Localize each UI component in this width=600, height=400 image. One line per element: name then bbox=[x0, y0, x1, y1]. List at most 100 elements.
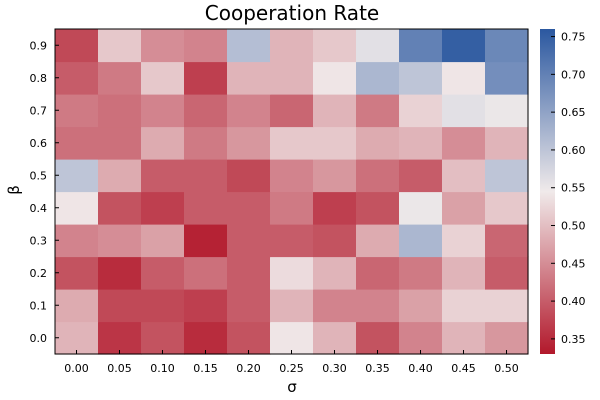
heatmap-cell bbox=[313, 191, 357, 225]
heatmap-cell bbox=[356, 29, 400, 63]
y-tick-label: 0.1 bbox=[30, 299, 48, 312]
y-tick-label: 0.4 bbox=[30, 202, 48, 215]
heatmap-cell bbox=[313, 29, 357, 63]
chart-title: Cooperation Rate bbox=[205, 1, 379, 25]
heatmap-cell bbox=[270, 321, 314, 355]
y-tick-label: 0.5 bbox=[30, 169, 48, 182]
colorbar-tick-label: 0.35 bbox=[561, 333, 586, 346]
heatmap-cell bbox=[313, 289, 357, 323]
heatmap-cell bbox=[442, 94, 486, 128]
heatmap-cell bbox=[399, 321, 443, 355]
heatmap-cell bbox=[55, 191, 99, 225]
heatmap-cell bbox=[55, 159, 99, 193]
heatmap-cell bbox=[227, 256, 271, 290]
heatmap-cell bbox=[141, 289, 185, 323]
heatmap-cell bbox=[313, 321, 357, 355]
heatmap-cell bbox=[399, 61, 443, 95]
heatmap-cell bbox=[98, 61, 142, 95]
colorbar-tick-label: 0.50 bbox=[561, 220, 586, 233]
heatmap-cell bbox=[313, 94, 357, 128]
heatmap-cell bbox=[270, 29, 314, 63]
heatmap-cell bbox=[184, 289, 228, 323]
x-tick-label: 0.10 bbox=[150, 362, 175, 375]
heatmap-cell bbox=[141, 29, 185, 63]
heatmap-cell bbox=[485, 224, 529, 258]
heatmap-cell bbox=[98, 29, 142, 63]
heatmap-cell bbox=[227, 126, 271, 160]
heatmap-cell bbox=[313, 224, 357, 258]
colorbar-tick-label: 0.55 bbox=[561, 182, 586, 195]
heatmap-cell bbox=[98, 256, 142, 290]
heatmap-cell bbox=[55, 61, 99, 95]
x-axis: 0.00 0.05 0.10 0.15 0.20 0.25 0.30 0.35 0.40 0.45… bbox=[64, 350, 519, 375]
heatmap-cell bbox=[313, 256, 357, 290]
colorbar-tick-label: 0.75 bbox=[561, 31, 586, 44]
heatmap-cell bbox=[141, 321, 185, 355]
y-axis-label: β bbox=[5, 185, 23, 195]
heatmap-cell bbox=[442, 61, 486, 95]
x-tick-label: 0.15 bbox=[193, 362, 218, 375]
heatmap-cell bbox=[141, 224, 185, 258]
y-tick-label: 0.0 bbox=[30, 332, 48, 345]
x-tick-label: 0.50 bbox=[494, 362, 519, 375]
heatmap-cell bbox=[55, 224, 99, 258]
x-tick-label: 0.45 bbox=[451, 362, 476, 375]
y-tick-label: 0.6 bbox=[30, 137, 48, 150]
heatmap-cell bbox=[442, 126, 486, 160]
colorbar bbox=[540, 29, 555, 354]
heatmap-cell bbox=[141, 94, 185, 128]
heatmap-cell bbox=[184, 126, 228, 160]
heatmap-cell bbox=[55, 29, 99, 63]
heatmap-cell bbox=[270, 224, 314, 258]
heatmap-cell bbox=[485, 29, 529, 63]
heatmap-cell bbox=[485, 191, 529, 225]
heatmap-cell bbox=[55, 289, 99, 323]
heatmap-cell bbox=[270, 94, 314, 128]
heatmap-cells bbox=[55, 29, 529, 355]
heatmap-cell bbox=[141, 126, 185, 160]
x-tick-label: 0.25 bbox=[279, 362, 304, 375]
heatmap-cell bbox=[485, 126, 529, 160]
heatmap-cell bbox=[399, 191, 443, 225]
heatmap-cell bbox=[227, 321, 271, 355]
heatmap-cell bbox=[485, 321, 529, 355]
colorbar-tick-label: 0.60 bbox=[561, 144, 586, 157]
heatmap-cell bbox=[399, 94, 443, 128]
heatmap-cell bbox=[399, 159, 443, 193]
heatmap-cell bbox=[270, 191, 314, 225]
heatmap-cell bbox=[356, 126, 400, 160]
heatmap-cell bbox=[141, 191, 185, 225]
heatmap-cell bbox=[399, 289, 443, 323]
heatmap-cell bbox=[227, 29, 271, 63]
heatmap-cell bbox=[356, 224, 400, 258]
heatmap-cell bbox=[270, 256, 314, 290]
heatmap-cell bbox=[184, 94, 228, 128]
heatmap-cell bbox=[98, 159, 142, 193]
heatmap-cell bbox=[227, 191, 271, 225]
y-tick-label: 0.3 bbox=[30, 234, 48, 247]
heatmap-cell bbox=[356, 94, 400, 128]
heatmap-cell bbox=[141, 61, 185, 95]
heatmap-cell bbox=[270, 159, 314, 193]
heatmap-cell bbox=[442, 159, 486, 193]
heatmap-cell bbox=[442, 191, 486, 225]
y-tick-label: 0.7 bbox=[30, 104, 48, 117]
heatmap-cell bbox=[399, 224, 443, 258]
heatmap-cell bbox=[442, 29, 486, 63]
heatmap-cell bbox=[227, 94, 271, 128]
heatmap-cell bbox=[98, 321, 142, 355]
heatmap-cell bbox=[356, 191, 400, 225]
heatmap-cell bbox=[442, 224, 486, 258]
heatmap-cell bbox=[399, 256, 443, 290]
heatmap-cell bbox=[399, 126, 443, 160]
heatmap-cell bbox=[227, 224, 271, 258]
heatmap-cell bbox=[399, 29, 443, 63]
heatmap-cell bbox=[184, 191, 228, 225]
heatmap-cell bbox=[55, 94, 99, 128]
heatmap-cell bbox=[442, 289, 486, 323]
colorbar-ticks: 0.35 0.40 0.45 0.50 0.55 0.60 0.65 0.70 0.75 bbox=[551, 31, 586, 346]
y-tick-label: 0.9 bbox=[30, 39, 48, 52]
colorbar-tick-label: 0.45 bbox=[561, 257, 586, 270]
heatmap-cell bbox=[184, 61, 228, 95]
